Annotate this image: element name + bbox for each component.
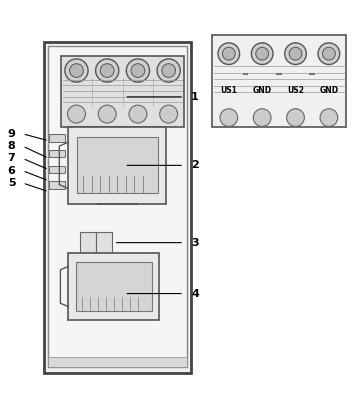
Circle shape — [100, 64, 114, 78]
Circle shape — [70, 64, 83, 78]
Circle shape — [320, 109, 338, 126]
Text: 8: 8 — [8, 141, 16, 151]
Bar — [44, 42, 191, 373]
Text: 7: 7 — [8, 153, 16, 163]
Bar — [61, 56, 184, 127]
Circle shape — [96, 59, 119, 82]
Circle shape — [256, 47, 269, 60]
Circle shape — [131, 64, 145, 78]
Text: 9: 9 — [7, 129, 16, 139]
Circle shape — [322, 47, 335, 60]
Text: GND: GND — [253, 86, 272, 95]
Bar — [80, 232, 96, 253]
Circle shape — [98, 105, 116, 123]
Circle shape — [162, 64, 176, 78]
Circle shape — [160, 105, 178, 123]
Text: US1: US1 — [221, 86, 237, 95]
Circle shape — [218, 43, 240, 64]
Bar — [96, 232, 112, 253]
Circle shape — [220, 109, 238, 126]
Text: 3: 3 — [191, 237, 199, 248]
Bar — [77, 137, 158, 193]
Text: 2: 2 — [191, 160, 199, 171]
Circle shape — [129, 105, 147, 123]
Text: GND: GND — [319, 86, 338, 95]
Circle shape — [253, 109, 271, 126]
Circle shape — [285, 43, 306, 64]
Bar — [212, 35, 346, 127]
Circle shape — [222, 47, 235, 60]
Circle shape — [251, 43, 273, 64]
Circle shape — [289, 47, 302, 60]
Bar — [68, 127, 166, 204]
Circle shape — [287, 109, 304, 126]
Circle shape — [157, 59, 180, 82]
Circle shape — [65, 59, 88, 82]
Bar — [76, 262, 152, 311]
Text: 4: 4 — [191, 288, 199, 299]
Bar — [49, 182, 65, 189]
Circle shape — [126, 59, 149, 82]
Circle shape — [68, 105, 85, 123]
Circle shape — [318, 43, 340, 64]
Bar — [48, 46, 187, 367]
Text: 1: 1 — [191, 92, 199, 102]
Bar — [49, 166, 65, 173]
Text: 6: 6 — [7, 166, 16, 175]
Bar — [48, 357, 187, 367]
Bar — [49, 134, 65, 142]
Text: US2: US2 — [287, 86, 304, 95]
Bar — [68, 253, 159, 320]
Bar — [49, 150, 65, 157]
Text: 5: 5 — [8, 178, 16, 188]
